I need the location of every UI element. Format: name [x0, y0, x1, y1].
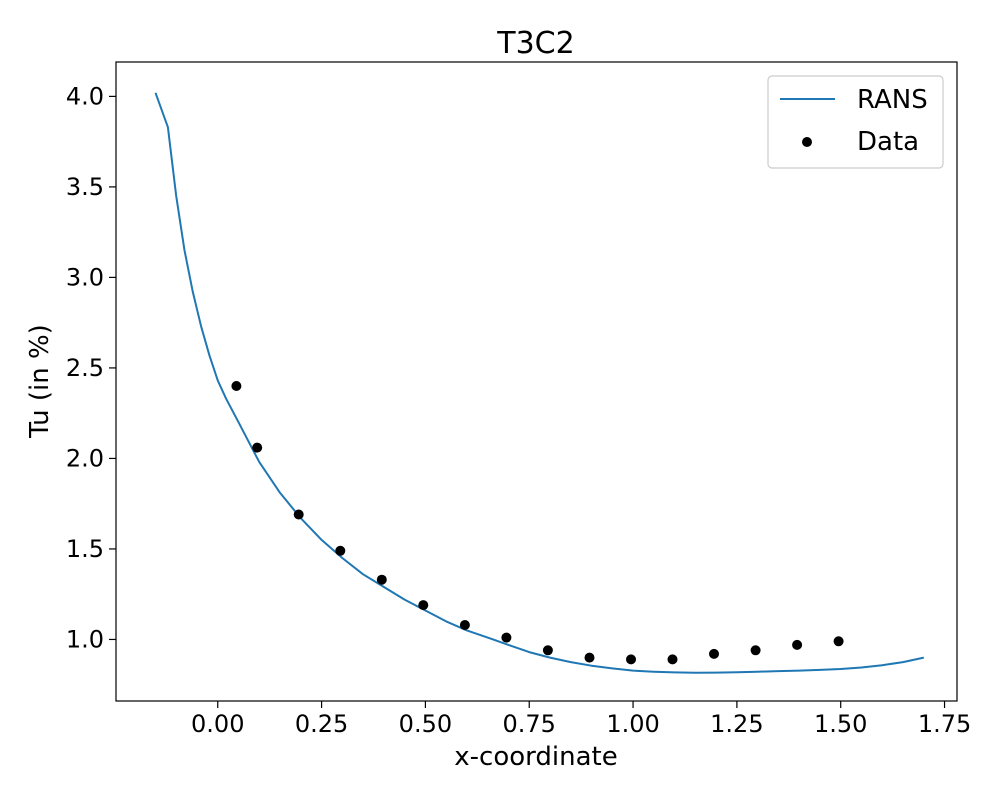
data-point: [792, 639, 803, 650]
data-point: [376, 574, 387, 585]
data-point: [750, 645, 761, 656]
legend-label-data: Data: [857, 127, 919, 157]
legend-dot-marker: [802, 137, 812, 147]
x-tick-label: 0.50: [399, 710, 452, 738]
data-point: [584, 652, 595, 663]
x-tick-label: 0.25: [295, 710, 348, 738]
legend-label-rans: RANS: [857, 85, 928, 115]
y-axis-label: Tu (in %): [25, 324, 55, 439]
plot-frame: [115, 61, 958, 702]
data-point: [667, 654, 678, 665]
series-line-rans: [154, 92, 925, 674]
plot-area: [154, 92, 925, 674]
data-point: [709, 648, 719, 659]
legend: RANS Data: [767, 75, 944, 169]
x-tick-label: 1.00: [606, 710, 659, 738]
data-point: [501, 632, 512, 643]
data-point: [542, 645, 553, 656]
data-point: [626, 654, 636, 665]
x-tick-label: 1.25: [710, 710, 763, 738]
data-point: [418, 600, 429, 611]
y-tick-label: 3.0: [66, 263, 104, 291]
data-point: [459, 620, 470, 630]
data-point: [231, 381, 242, 391]
y-tick-label: 2.5: [66, 354, 104, 382]
y-tick-label: 3.5: [66, 173, 104, 201]
data-point: [293, 509, 304, 520]
data-point: [335, 545, 346, 556]
x-axis-label: x-coordinate: [454, 742, 617, 772]
y-axis: 1.0 1.5 2.0 2.5 3.0 3.5 4.0: [66, 82, 116, 653]
y-tick-label: 2.0: [66, 444, 104, 472]
x-tick-label: 1.50: [814, 710, 867, 738]
x-tick-label: 0.00: [191, 710, 244, 738]
chart-title: T3C2: [496, 26, 574, 61]
y-tick-label: 4.0: [66, 82, 104, 110]
y-tick-label: 1.5: [66, 535, 104, 563]
x-tick-label: 1.75: [918, 710, 971, 738]
x-axis: 0.00 0.25 0.50 0.75 1.00 1.25 1.50 1.75: [191, 701, 971, 738]
y-tick-label: 1.0: [66, 625, 104, 653]
data-point: [252, 442, 263, 453]
x-tick-label: 0.75: [503, 710, 556, 738]
data-point: [833, 636, 844, 647]
